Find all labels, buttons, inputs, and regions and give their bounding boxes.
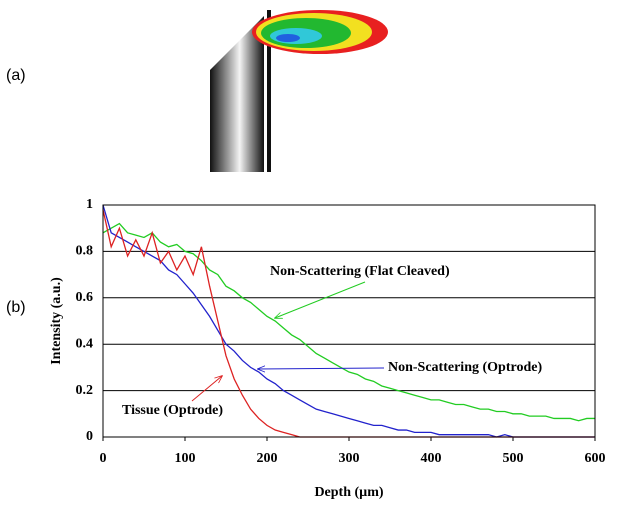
x-tick-label: 300 xyxy=(339,451,360,466)
x-tick-label: 600 xyxy=(585,451,606,466)
y-tick-label: 0.6 xyxy=(76,290,94,305)
y-tick-label: 0.8 xyxy=(76,244,94,259)
panel-label: (a) xyxy=(6,67,26,84)
x-tick-label: 100 xyxy=(175,451,196,466)
fiber-schematic xyxy=(210,10,388,172)
y-axis-label: Intensity (a.u.) xyxy=(49,277,64,365)
x-tick-label: 400 xyxy=(421,451,442,466)
data-line xyxy=(102,222,595,422)
plot-frame xyxy=(102,204,596,438)
x-axis-label: Depth (µm) xyxy=(314,485,383,500)
data-line xyxy=(102,204,595,438)
y-tick-label: 0.2 xyxy=(76,383,94,398)
x-tick-label: 500 xyxy=(503,451,524,466)
panel-label: (b) xyxy=(6,299,26,316)
annotation: Tissue (Optrode) xyxy=(122,403,223,418)
y-tick-label: 0.4 xyxy=(76,336,94,351)
x-tick-label: 0 xyxy=(100,451,107,466)
annotation: Non-Scattering (Optrode) xyxy=(388,360,542,375)
y-tick-label: 1 xyxy=(86,197,93,212)
plot-area: 0 0.2 0.4 0.6 0.8 1 0 100 200 300 400 500 600 xyxy=(76,197,606,466)
y-tick-label: 0 xyxy=(86,429,93,444)
annotation: Non-Scattering (Flat Cleaved) xyxy=(270,264,450,279)
annotation-arrow xyxy=(275,281,366,318)
annotation-arrow xyxy=(258,368,385,369)
annotation-arrow xyxy=(191,376,222,402)
x-tick-label: 200 xyxy=(257,451,278,466)
